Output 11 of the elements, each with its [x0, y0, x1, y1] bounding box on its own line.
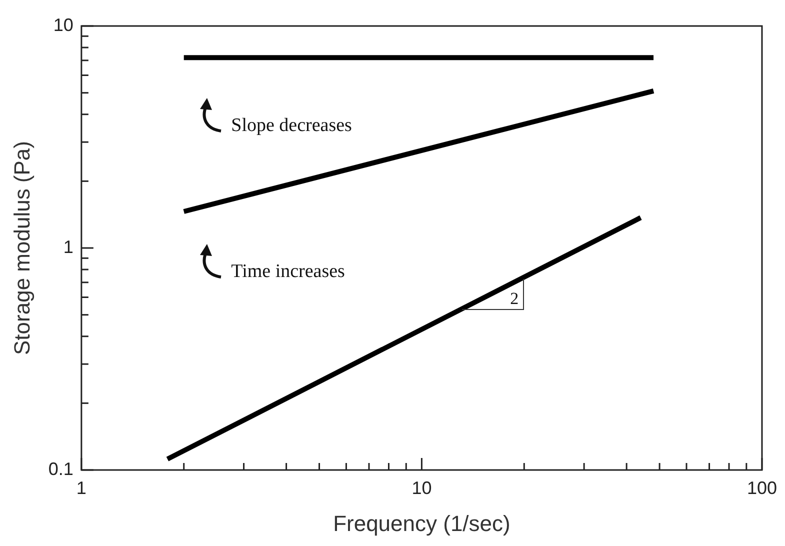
x-tick-label: 1 [76, 478, 86, 498]
y-axis-title: Storage modulus (Pa) [9, 141, 34, 355]
y-tick-label: 0.1 [48, 458, 74, 479]
annotation: Slope decreases [231, 114, 352, 137]
annotation: 2 [510, 289, 519, 308]
annotation: Time increases [231, 261, 345, 284]
x-tick-label: 10 [412, 478, 432, 498]
x-tick-label: 100 [746, 478, 778, 498]
x-axis-title: Frequency (1/sec) [333, 510, 510, 536]
y-tick-label: 1 [63, 236, 74, 257]
y-tick-label: 10 [53, 14, 74, 35]
